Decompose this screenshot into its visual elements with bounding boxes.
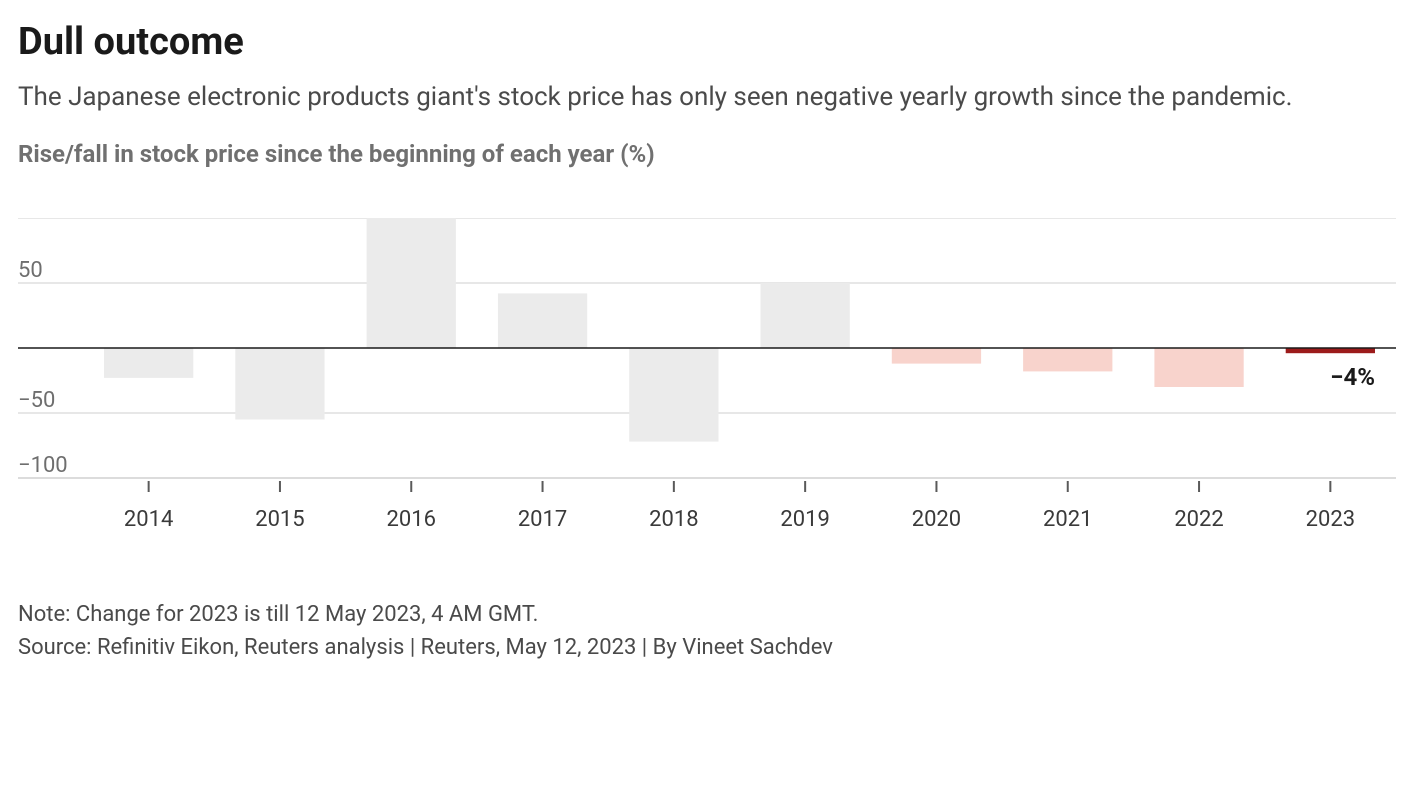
bar: [1023, 348, 1112, 371]
y-tick-label: −50: [18, 388, 55, 413]
bar: [104, 348, 193, 378]
bar: [629, 348, 718, 442]
highlight-value-label: −4%: [1330, 363, 1375, 391]
y-tick-label: −100: [18, 453, 68, 478]
x-tick-label: 2017: [518, 507, 567, 532]
bar: [235, 348, 324, 420]
x-tick-label: 2018: [649, 507, 698, 532]
bar: [761, 283, 850, 348]
x-tick-label: 2014: [124, 507, 173, 532]
x-tick-label: 2015: [255, 507, 304, 532]
x-tick-label: 2020: [912, 507, 961, 532]
chart-title: Dull outcome: [18, 20, 1402, 64]
chart-subtitle: The Japanese electronic products giant's…: [18, 82, 1402, 112]
y-tick-label: 50: [18, 258, 43, 283]
bar: [1154, 348, 1243, 387]
bar: [1286, 348, 1375, 353]
y-axis-label: Rise/fall in stock price since the begin…: [18, 140, 1402, 168]
x-tick-label: 2022: [1174, 507, 1223, 532]
chart-area: −100−5050100%201420152016201720182019202…: [18, 218, 1398, 568]
chart-footer: Note: Change for 2023 is till 12 May 202…: [18, 598, 1402, 664]
bar: [892, 348, 981, 364]
chart-source: Source: Refinitiv Eikon, Reuters analysi…: [18, 631, 1402, 664]
x-tick-label: 2019: [780, 507, 829, 532]
bar: [498, 293, 587, 348]
bar: [367, 218, 456, 348]
x-tick-label: 2016: [387, 507, 436, 532]
x-tick-label: 2023: [1306, 507, 1355, 532]
x-tick-label: 2021: [1043, 507, 1092, 532]
bar-chart-svg: −100−5050100%201420152016201720182019202…: [18, 218, 1398, 568]
chart-note: Note: Change for 2023 is till 12 May 202…: [18, 598, 1402, 631]
